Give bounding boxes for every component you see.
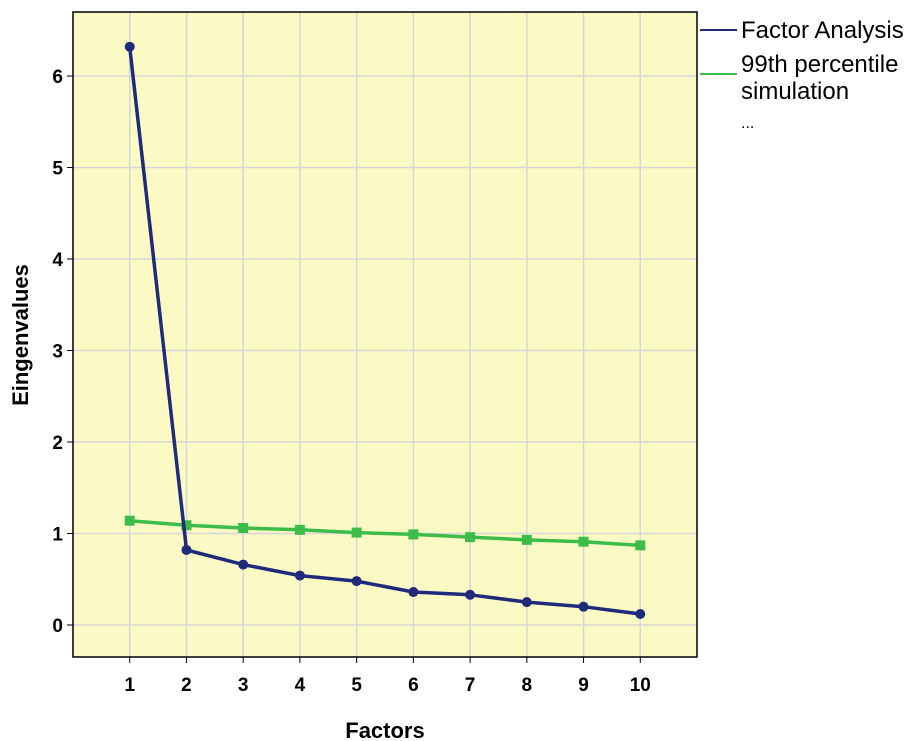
y-tick-label-4: 4 bbox=[52, 250, 63, 271]
y-tick-label-3: 3 bbox=[52, 342, 63, 363]
point-factor-analysis-6 bbox=[408, 587, 419, 598]
x-axis-ticks: 1 2 3 4 5 6 7 8 9 10 bbox=[124, 657, 651, 696]
point-factor-analysis-10 bbox=[635, 609, 646, 619]
x-axis-title: Factors bbox=[345, 718, 424, 741]
point-99th-percentile-simulation-10 bbox=[635, 540, 646, 551]
x-tick-label-3: 3 bbox=[238, 675, 249, 696]
point-99th-percentile-simulation-1 bbox=[124, 515, 135, 526]
legend-label-99th-percentile: 99th percentile bbox=[741, 51, 898, 78]
gridlines bbox=[73, 12, 697, 657]
x-tick-label-6: 6 bbox=[408, 675, 419, 696]
x-tick-label-7: 7 bbox=[465, 675, 476, 696]
x-tick-label-1: 1 bbox=[124, 675, 135, 696]
point-factor-analysis-5 bbox=[351, 576, 362, 587]
point-99th-percentile-simulation-9 bbox=[578, 536, 589, 547]
series-layer bbox=[124, 41, 646, 619]
point-99th-percentile-simulation-7 bbox=[465, 532, 476, 543]
legend-label-factor-analysis: Factor Analysis bbox=[741, 17, 904, 44]
x-tick-label-10: 10 bbox=[630, 675, 651, 696]
point-99th-percentile-simulation-2 bbox=[181, 520, 192, 531]
y-tick-label-1: 1 bbox=[52, 524, 63, 545]
y-axis-ticks: 0 1 2 3 4 5 6 bbox=[52, 67, 73, 637]
y-axis-title: Eingenvalues bbox=[8, 264, 33, 406]
legend: Factor Analysis 99th percentile simulati… bbox=[700, 17, 904, 132]
legend-more-indicator: ... bbox=[741, 115, 754, 132]
point-factor-analysis-2 bbox=[181, 544, 192, 555]
y-tick-label-5: 5 bbox=[52, 159, 63, 180]
point-99th-percentile-simulation-3 bbox=[238, 523, 249, 533]
x-tick-label-4: 4 bbox=[295, 675, 306, 696]
point-99th-percentile-simulation-8 bbox=[521, 534, 532, 545]
point-99th-percentile-simulation-5 bbox=[351, 527, 362, 538]
point-factor-analysis-9 bbox=[578, 601, 589, 612]
y-tick-label-6: 6 bbox=[52, 67, 63, 88]
x-tick-label-8: 8 bbox=[522, 675, 533, 696]
x-tick-label-5: 5 bbox=[351, 675, 362, 696]
point-factor-analysis-3 bbox=[238, 559, 249, 570]
point-factor-analysis-7 bbox=[465, 589, 476, 600]
y-tick-label-2: 2 bbox=[52, 433, 63, 454]
y-tick-label-0: 0 bbox=[52, 616, 63, 637]
legend-label-simulation: simulation bbox=[741, 78, 849, 105]
x-tick-label-2: 2 bbox=[181, 675, 192, 696]
point-99th-percentile-simulation-4 bbox=[294, 524, 305, 535]
point-99th-percentile-simulation-6 bbox=[408, 529, 419, 540]
point-factor-analysis-1 bbox=[124, 41, 135, 52]
x-tick-label-9: 9 bbox=[578, 675, 589, 696]
series-line-99th-percentile-simulation bbox=[129, 518, 641, 548]
plot-frame bbox=[72, 11, 698, 658]
plot-background bbox=[73, 12, 697, 657]
point-factor-analysis-4 bbox=[294, 570, 305, 581]
point-factor-analysis-8 bbox=[521, 597, 532, 608]
series-line-factor-analysis bbox=[127, 46, 641, 616]
